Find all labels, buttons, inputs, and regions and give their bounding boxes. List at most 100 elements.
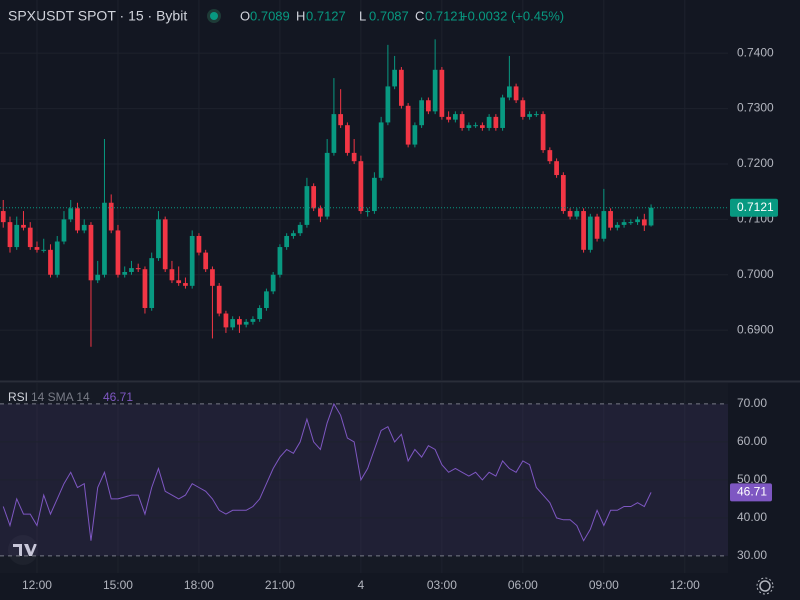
candle-body: [264, 291, 269, 308]
y-tick-label: 0.6900: [737, 322, 774, 336]
candle-body: [230, 319, 236, 328]
candle-body: [581, 211, 586, 250]
candle-body: [27, 227, 33, 248]
candle-body: [237, 319, 242, 325]
tv-logo: [8, 535, 38, 565]
candle-body: [405, 105, 411, 145]
y-tick-label: 0.7400: [737, 45, 774, 59]
change-label: +0.0032 (+0.45%): [460, 8, 564, 23]
candle-body: [270, 274, 276, 292]
candle-body: [135, 268, 141, 270]
x-tick-label: 12:00: [670, 578, 700, 592]
candle-body: [635, 219, 640, 223]
y-tick-label: 0.7300: [737, 101, 774, 115]
candle-body: [41, 249, 47, 251]
legend-value: 46.71: [103, 390, 133, 404]
candle-body: [628, 222, 634, 224]
candle-body: [21, 224, 26, 228]
legend-name: RSI: [8, 390, 28, 404]
candle-body: [399, 69, 404, 106]
y-tick-label: 30.00: [737, 548, 767, 562]
candle-body: [0, 211, 6, 223]
candle-body: [540, 114, 546, 151]
y-tick-label: 0.7200: [737, 156, 774, 170]
candle-body: [392, 69, 397, 87]
candle-body: [378, 122, 384, 178]
status-dot: [210, 12, 218, 20]
ohlc-value: 0.7127: [306, 8, 346, 23]
candle-body: [648, 207, 654, 226]
candle-body: [614, 224, 620, 228]
candle-body: [446, 116, 451, 120]
x-tick-label: 06:00: [508, 578, 538, 592]
candle-body: [385, 86, 391, 123]
y-tick-label: 40.00: [737, 510, 767, 524]
candle-body: [304, 186, 310, 225]
candle-body: [453, 114, 458, 120]
x-tick-label: 21:00: [265, 578, 295, 592]
candle-body: [426, 100, 431, 112]
candle-body: [311, 186, 317, 209]
candle-body: [61, 219, 67, 242]
candle-body: [142, 269, 148, 308]
candle-body: [351, 152, 357, 162]
settings-icon[interactable]: [756, 577, 774, 595]
candle-body: [176, 280, 182, 284]
candle-body: [419, 100, 424, 126]
candle-body: [14, 224, 20, 248]
candle-body: [365, 211, 371, 213]
candle-body: [554, 161, 559, 176]
x-tick-label: 4: [358, 578, 365, 592]
ohlc-key: C: [415, 8, 424, 23]
x-tick-label: 18:00: [184, 578, 214, 592]
candle-body: [48, 249, 53, 275]
candle-body: [162, 219, 168, 270]
candle-body: [189, 235, 195, 286]
rsi-value-tag: [730, 483, 772, 502]
y-tick-label: 0.7000: [737, 267, 774, 281]
ohlc-value: 0.7087: [369, 8, 409, 23]
candle-body: [156, 219, 161, 259]
candle-body: [243, 321, 249, 325]
candles: [0, 39, 654, 347]
candle-body: [372, 177, 377, 212]
rsi-panel: [0, 383, 728, 573]
candle-body: [358, 161, 364, 212]
candle-body: [533, 114, 539, 116]
candle-body: [608, 211, 613, 228]
candle-body: [439, 69, 445, 117]
candle-body: [432, 69, 438, 112]
candle-body: [284, 235, 290, 248]
candle-body: [7, 222, 13, 248]
candle-body: [338, 114, 344, 126]
candle-body: [345, 125, 350, 153]
candle-body: [601, 211, 607, 239]
rsi-line: [2, 402, 652, 542]
candle-body: [493, 116, 499, 128]
candle-body: [641, 219, 647, 226]
candle-body: [54, 241, 60, 275]
ohlc-key: L: [359, 8, 366, 23]
y-tick-label: 60.00: [737, 434, 767, 448]
candle-body: [513, 86, 519, 101]
candle-body: [183, 283, 188, 286]
candle-body: [169, 269, 175, 281]
candle-body: [547, 150, 553, 162]
y-tick-label: 70.00: [737, 396, 767, 410]
candle-body: [291, 233, 296, 236]
ohlc-value: 0.7121: [425, 8, 465, 23]
y-tick-label: 50.00: [737, 472, 767, 486]
ohlc-value: 0.7089: [250, 8, 290, 23]
candle-body: [95, 274, 101, 281]
candle-body: [466, 125, 472, 128]
candle-body: [88, 224, 94, 281]
candle-body: [567, 211, 573, 217]
candle-body: [412, 125, 418, 145]
legend-subtitle: 14 SMA 14: [31, 390, 90, 404]
candle-body: [480, 125, 485, 128]
candle-body: [216, 285, 222, 314]
candle-body: [324, 152, 330, 217]
candle-body: [257, 307, 263, 320]
candle-body: [331, 114, 337, 153]
candle-body: [68, 208, 74, 220]
